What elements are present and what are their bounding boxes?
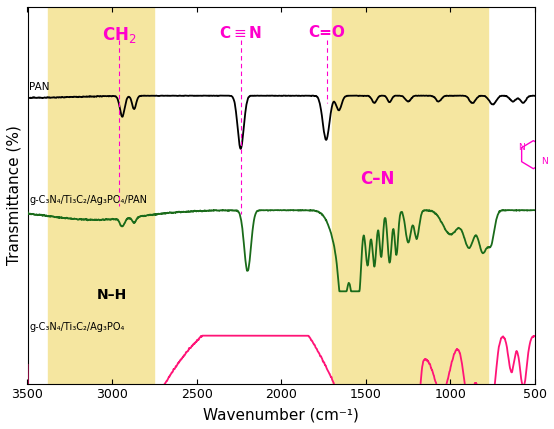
- Bar: [332, 7, 434, 384]
- Text: C$\equiv$N: C$\equiv$N: [219, 25, 262, 42]
- Text: N–H: N–H: [97, 287, 127, 302]
- Text: g-C₃N₄/Ti₃C₂/Ag₃PO₄/PAN: g-C₃N₄/Ti₃C₂/Ag₃PO₄/PAN: [29, 194, 147, 205]
- Text: N: N: [519, 143, 525, 152]
- X-axis label: Wavenumber (cm⁻¹): Wavenumber (cm⁻¹): [203, 407, 359, 422]
- Text: C–N: C–N: [361, 170, 395, 188]
- Text: PAN: PAN: [29, 82, 50, 92]
- Y-axis label: Transmittance (%): Transmittance (%): [7, 125, 22, 265]
- Text: C=O: C=O: [309, 25, 345, 40]
- Bar: [434, 7, 488, 384]
- Bar: [48, 7, 155, 384]
- Text: N: N: [541, 157, 548, 166]
- Text: CH$_2$: CH$_2$: [101, 25, 136, 45]
- Text: g-C₃N₄/Ti₃C₂/Ag₃PO₄: g-C₃N₄/Ti₃C₂/Ag₃PO₄: [29, 322, 125, 332]
